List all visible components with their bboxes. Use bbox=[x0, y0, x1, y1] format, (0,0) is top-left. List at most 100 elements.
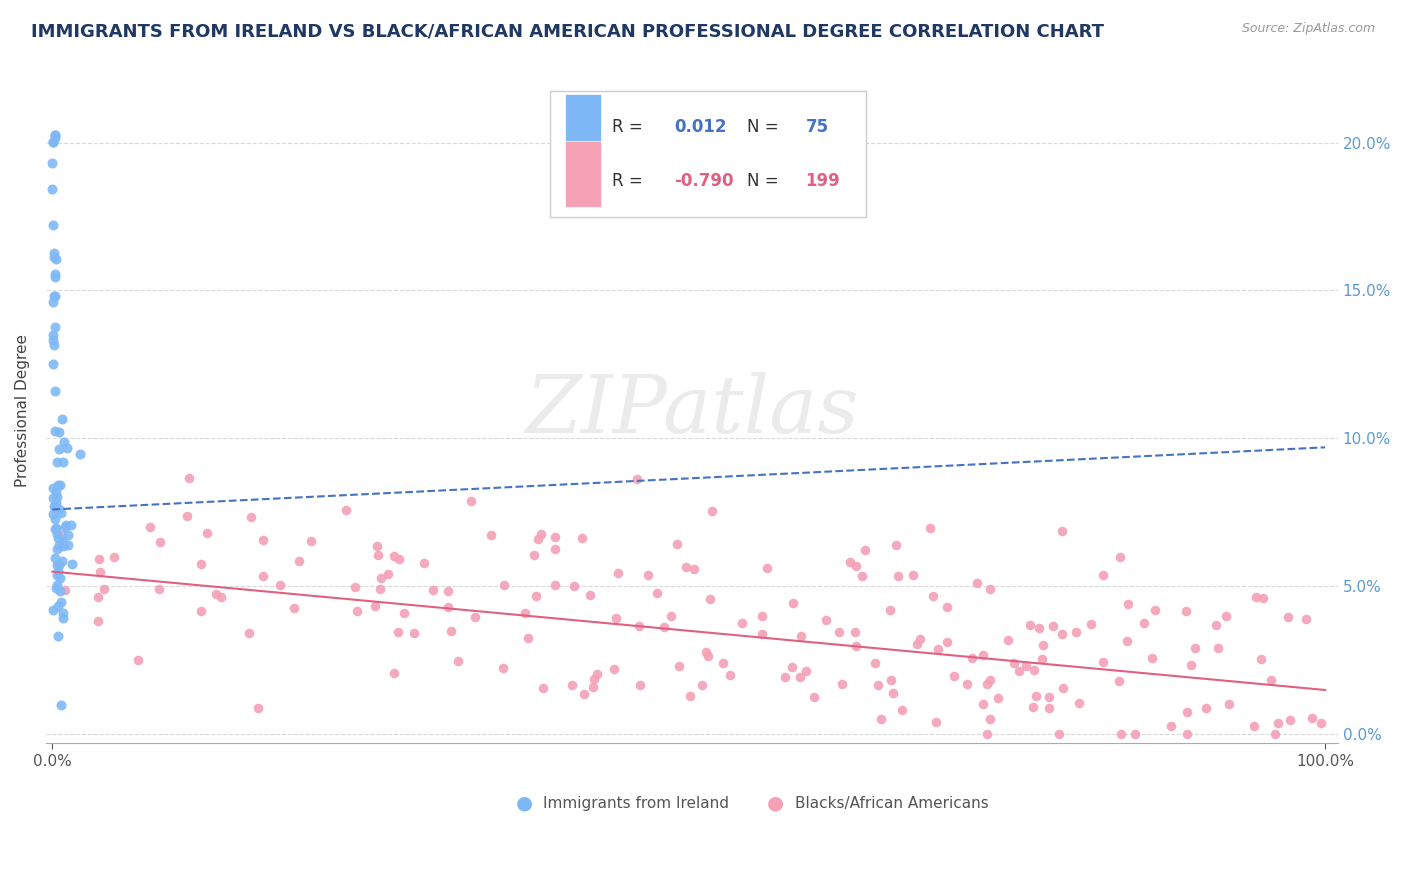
Point bbox=[252, 568, 274, 582]
Point bbox=[1143, 603, 1166, 617]
Point bbox=[515, 606, 537, 620]
Point bbox=[48, 478, 70, 492]
Text: 75: 75 bbox=[806, 119, 828, 136]
Point bbox=[269, 577, 291, 591]
Point bbox=[44, 319, 66, 334]
Point bbox=[1175, 604, 1198, 618]
Point bbox=[976, 676, 998, 690]
Point bbox=[44, 269, 66, 284]
Point bbox=[60, 557, 83, 571]
Point bbox=[1123, 727, 1146, 741]
Point bbox=[44, 252, 66, 267]
Point bbox=[1267, 716, 1289, 731]
Point bbox=[45, 485, 67, 500]
Point bbox=[1250, 652, 1272, 666]
Point bbox=[942, 669, 965, 683]
Point bbox=[1031, 652, 1053, 666]
Point bbox=[583, 672, 606, 686]
Point bbox=[45, 521, 67, 535]
Point bbox=[127, 653, 149, 667]
Point bbox=[190, 604, 212, 618]
Point bbox=[845, 639, 868, 653]
Point bbox=[855, 543, 877, 558]
Point bbox=[494, 578, 516, 592]
Point bbox=[56, 441, 79, 455]
Point bbox=[544, 542, 567, 557]
Point bbox=[42, 491, 65, 506]
Point bbox=[48, 558, 70, 572]
Point bbox=[1215, 609, 1237, 624]
Point bbox=[492, 661, 515, 675]
Point bbox=[720, 667, 742, 681]
Point bbox=[960, 651, 983, 665]
Point bbox=[561, 678, 583, 692]
Point bbox=[87, 552, 110, 566]
Point bbox=[1108, 674, 1130, 689]
Point bbox=[49, 571, 72, 585]
Point bbox=[346, 604, 368, 618]
Point bbox=[956, 677, 979, 691]
Point bbox=[176, 508, 198, 523]
Point bbox=[1032, 638, 1054, 652]
Point bbox=[52, 455, 75, 469]
Point bbox=[679, 690, 702, 704]
Point bbox=[1279, 713, 1302, 727]
Point bbox=[628, 678, 651, 692]
Point bbox=[1080, 617, 1102, 632]
Point bbox=[42, 338, 65, 352]
Point bbox=[1295, 612, 1317, 626]
Point bbox=[665, 537, 688, 551]
Point bbox=[41, 135, 63, 149]
Point bbox=[1264, 727, 1286, 741]
Point bbox=[851, 569, 873, 583]
Point bbox=[866, 678, 889, 692]
Point bbox=[48, 442, 70, 456]
Point bbox=[921, 589, 943, 603]
Point bbox=[976, 727, 998, 741]
Point bbox=[1205, 618, 1227, 632]
Point bbox=[572, 687, 595, 701]
Point bbox=[803, 690, 825, 704]
Point bbox=[731, 615, 754, 630]
Point bbox=[814, 614, 837, 628]
Point bbox=[845, 558, 868, 573]
Point bbox=[46, 578, 69, 592]
Point bbox=[59, 518, 82, 533]
Point bbox=[751, 626, 773, 640]
Point bbox=[927, 642, 949, 657]
Point bbox=[51, 595, 73, 609]
Point bbox=[335, 502, 357, 516]
Point bbox=[1024, 663, 1046, 677]
Point bbox=[675, 560, 697, 574]
Point bbox=[87, 591, 110, 605]
Point bbox=[645, 586, 668, 600]
Text: ZIPatlas: ZIPatlas bbox=[524, 372, 859, 449]
Point bbox=[44, 267, 66, 281]
Point bbox=[377, 567, 399, 582]
Point bbox=[42, 246, 65, 260]
Point bbox=[1015, 659, 1038, 673]
Point bbox=[879, 602, 901, 616]
Point bbox=[887, 569, 910, 583]
Point bbox=[48, 502, 70, 516]
Point bbox=[52, 540, 75, 554]
Point bbox=[44, 128, 66, 142]
Point bbox=[45, 496, 67, 510]
Point bbox=[523, 548, 546, 562]
Point bbox=[839, 555, 862, 569]
Point bbox=[586, 667, 609, 681]
Point bbox=[966, 575, 988, 590]
Point bbox=[756, 560, 779, 574]
Point bbox=[606, 566, 628, 580]
Point bbox=[479, 527, 502, 541]
Point bbox=[367, 548, 389, 562]
Point bbox=[392, 607, 415, 621]
Point bbox=[42, 289, 65, 303]
Point bbox=[55, 518, 77, 533]
Point bbox=[884, 538, 907, 552]
Point bbox=[149, 534, 172, 549]
Point bbox=[1116, 634, 1139, 648]
Point bbox=[780, 660, 803, 674]
Point bbox=[979, 712, 1001, 726]
Point bbox=[626, 472, 648, 486]
